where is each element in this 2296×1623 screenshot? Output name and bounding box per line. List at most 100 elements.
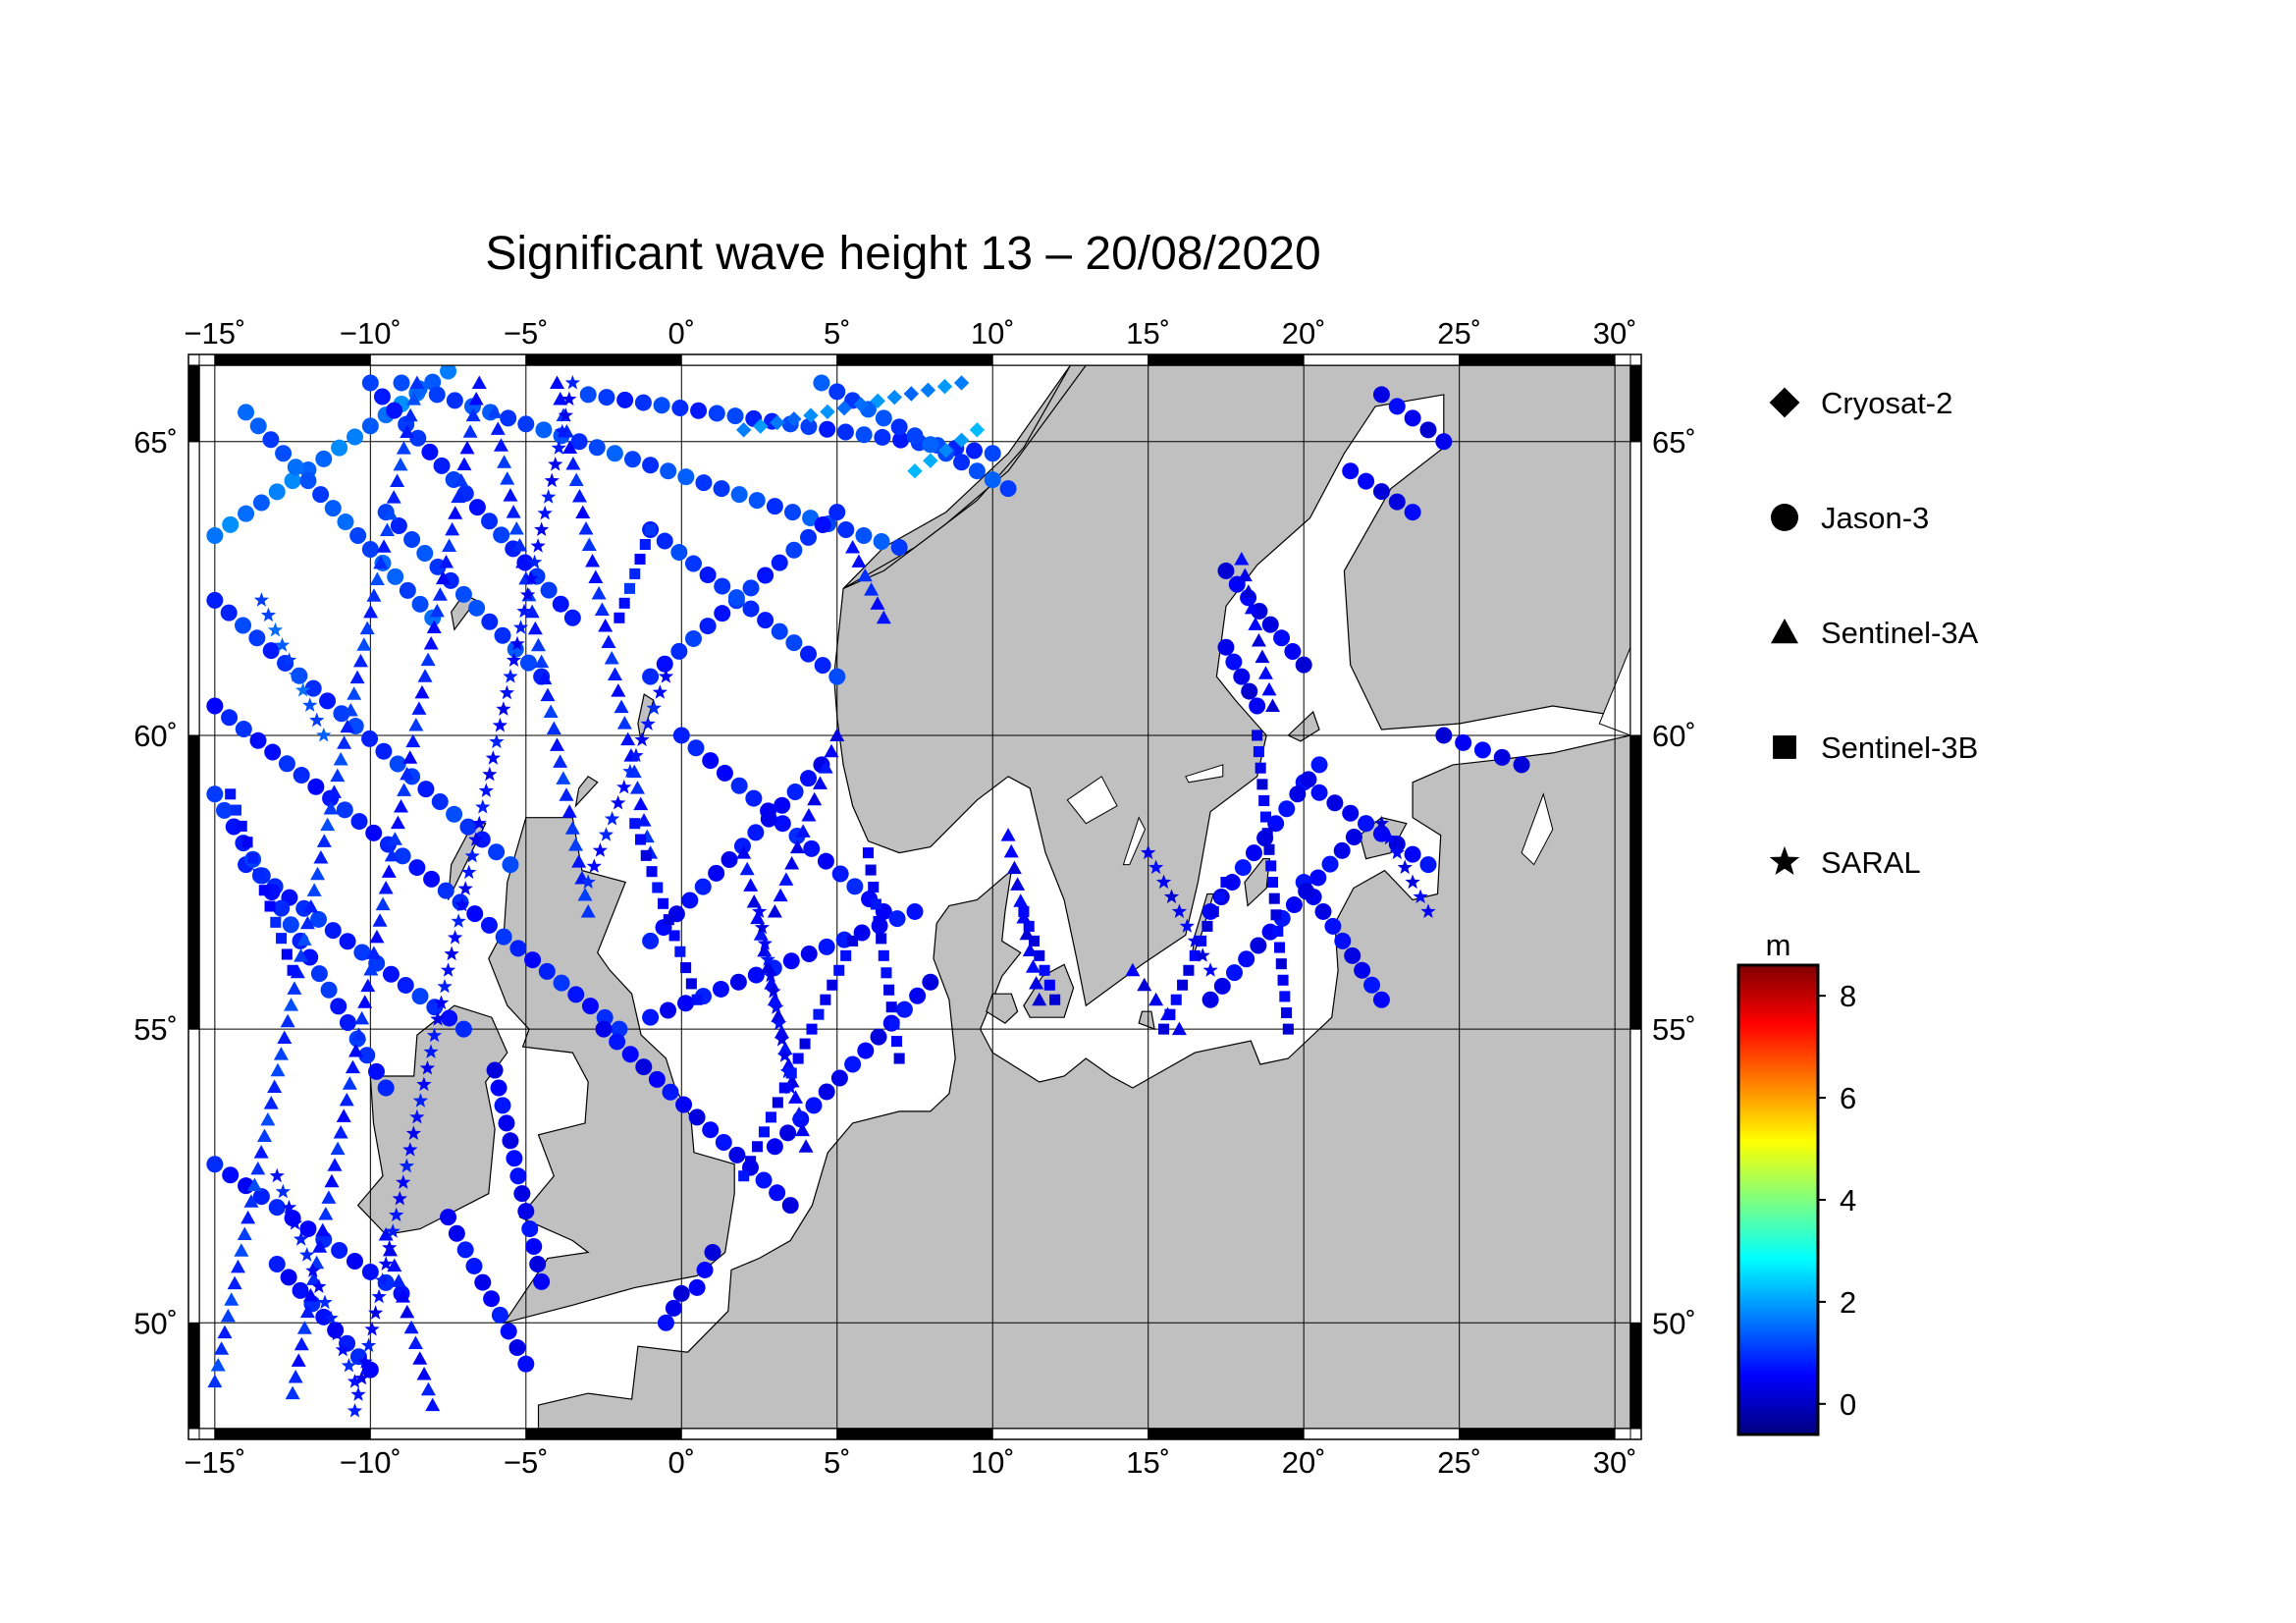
track-point [387, 832, 402, 845]
track-point [1171, 1021, 1187, 1036]
track-point [324, 1173, 340, 1188]
frame-segment [198, 353, 216, 366]
track-point [270, 916, 282, 928]
track-point [779, 1124, 797, 1142]
track-point [454, 1020, 472, 1038]
track-point [604, 651, 619, 665]
track-point [684, 629, 702, 647]
track-point [713, 480, 730, 498]
track-point [578, 521, 594, 535]
track-point [1388, 493, 1406, 511]
track-point [922, 973, 939, 991]
track-point [258, 885, 270, 896]
lon-tick-label-top: 15˚ [1126, 316, 1170, 351]
track-point [267, 622, 284, 637]
track-point [733, 838, 751, 855]
track-point [1289, 785, 1307, 803]
track-point [405, 1125, 421, 1140]
track-point [387, 568, 404, 585]
track-point [295, 682, 311, 697]
track-point [385, 1223, 400, 1238]
track-point [730, 777, 748, 794]
track-point [511, 537, 527, 552]
track-point [437, 978, 453, 994]
track-point [419, 1060, 436, 1075]
track-point [672, 727, 690, 744]
track-point [468, 832, 484, 846]
track-point [729, 973, 747, 991]
track-point [247, 852, 259, 864]
track-point [442, 571, 459, 589]
track-point [581, 537, 597, 552]
track-point [331, 439, 348, 457]
track-point [390, 473, 405, 488]
track-point [445, 521, 460, 536]
track-point [306, 883, 322, 896]
frame-segment [680, 353, 838, 366]
track-point [634, 834, 647, 845]
track-point [222, 1166, 240, 1184]
track-point [876, 933, 887, 945]
track-point [465, 1257, 483, 1274]
track-point [442, 538, 457, 552]
track-point [287, 981, 302, 995]
track-point [278, 755, 295, 773]
track-point [752, 1141, 764, 1153]
track-point [968, 462, 986, 480]
track-point [1455, 733, 1472, 751]
track-point [806, 1023, 818, 1035]
track-point [818, 1083, 835, 1101]
track-point [642, 1008, 660, 1026]
track-point [792, 1053, 804, 1064]
track-point [377, 1079, 395, 1097]
track-point [303, 899, 319, 913]
track-point [417, 781, 435, 798]
track-point [760, 959, 775, 973]
track-point [1233, 668, 1251, 685]
track-point [1314, 902, 1332, 920]
track-point [672, 1284, 690, 1302]
track-point [498, 1114, 515, 1132]
track-point [224, 1292, 240, 1306]
lon-tick-label-bottom: −15˚ [184, 1445, 245, 1480]
track-point [497, 455, 512, 468]
track-point [870, 596, 885, 610]
track-point [1381, 830, 1397, 845]
frame-segment [525, 1428, 682, 1440]
track-point [754, 919, 771, 935]
land-gotland [1244, 857, 1270, 907]
track-point [1273, 629, 1291, 647]
track-point [1310, 784, 1328, 801]
track-point [277, 1030, 293, 1044]
track-point [403, 1320, 419, 1334]
track-point [480, 916, 498, 934]
track-point [580, 903, 596, 918]
track-point [238, 404, 255, 421]
track-point [502, 1132, 519, 1150]
track-point [1141, 844, 1156, 860]
track-point [499, 684, 515, 700]
track-point [764, 976, 779, 990]
track-point [751, 903, 768, 918]
lon-tick-label-bottom: 10˚ [971, 1445, 1015, 1480]
track-point [611, 794, 626, 810]
track-point [855, 426, 873, 444]
track-point [780, 1057, 796, 1071]
track-point [375, 1272, 391, 1287]
colorbar-tick-label: 0 [1840, 1387, 1856, 1422]
track-point [400, 424, 415, 438]
track-point [1261, 681, 1277, 696]
track-point [1201, 991, 1219, 1008]
track-point [1281, 1006, 1293, 1019]
track-point [313, 850, 329, 864]
track-point [462, 424, 478, 438]
track-point [509, 1167, 527, 1185]
track-point [1032, 992, 1047, 1006]
track-point [349, 527, 367, 545]
track-point [426, 620, 442, 633]
track-point [274, 637, 291, 652]
track-point [354, 1010, 370, 1025]
track-point [1207, 905, 1219, 917]
track-point [760, 951, 775, 966]
track-point [675, 1096, 693, 1113]
